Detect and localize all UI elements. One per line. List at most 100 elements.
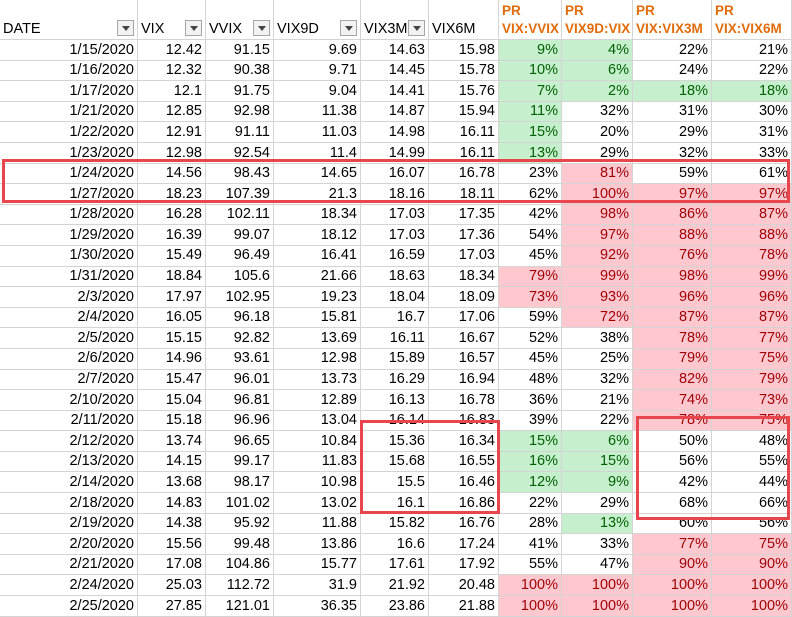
table-cell[interactable]: 15.94 — [429, 101, 499, 123]
table-cell[interactable]: 93.61 — [206, 348, 274, 370]
table-cell[interactable]: 48% — [499, 369, 562, 391]
header-vix[interactable]: VIX — [138, 0, 206, 40]
table-cell[interactable]: 12.85 — [138, 101, 206, 123]
table-cell[interactable]: 1/21/2020 — [0, 101, 138, 123]
table-cell[interactable]: 47% — [562, 554, 633, 576]
table-cell[interactable]: 2/7/2020 — [0, 369, 138, 391]
table-cell[interactable]: 22% — [499, 493, 562, 514]
table-cell[interactable]: 33% — [712, 142, 792, 164]
table-cell[interactable]: 15% — [562, 451, 633, 473]
table-cell[interactable]: 18% — [712, 81, 792, 102]
table-cell[interactable]: 14.38 — [138, 513, 206, 535]
table-cell[interactable]: 56% — [712, 513, 792, 535]
table-cell[interactable]: 6% — [562, 431, 633, 452]
table-cell[interactable]: 38% — [562, 328, 633, 349]
table-cell[interactable]: 102.11 — [206, 204, 274, 226]
table-cell[interactable]: 1/31/2020 — [0, 266, 138, 288]
table-cell[interactable]: 74% — [633, 390, 712, 411]
table-cell[interactable]: 17.24 — [429, 534, 499, 555]
table-cell[interactable]: 17.36 — [429, 225, 499, 246]
table-cell[interactable]: 22% — [633, 40, 712, 61]
table-cell[interactable]: 15.5 — [361, 472, 429, 494]
table-cell[interactable]: 16.46 — [429, 472, 499, 494]
table-cell[interactable]: 79% — [499, 266, 562, 288]
table-cell[interactable]: 101.02 — [206, 493, 274, 514]
table-cell[interactable]: 16.86 — [429, 493, 499, 514]
table-cell[interactable]: 14.41 — [361, 81, 429, 102]
table-cell[interactable]: 78% — [633, 328, 712, 349]
table-cell[interactable]: 99.48 — [206, 534, 274, 555]
table-cell[interactable]: 16.1 — [361, 493, 429, 514]
table-cell[interactable]: 61% — [712, 163, 792, 185]
table-cell[interactable]: 107.39 — [206, 184, 274, 205]
table-cell[interactable]: 16.83 — [429, 410, 499, 432]
table-cell[interactable]: 20% — [562, 122, 633, 143]
table-cell[interactable]: 90% — [633, 554, 712, 576]
table-cell[interactable]: 18.04 — [361, 287, 429, 308]
table-cell[interactable]: 18.11 — [429, 184, 499, 205]
table-cell[interactable]: 18.84 — [138, 266, 206, 288]
table-cell[interactable]: 16% — [499, 451, 562, 473]
table-cell[interactable]: 13.04 — [274, 410, 361, 432]
table-cell[interactable]: 21.88 — [429, 596, 499, 617]
table-cell[interactable]: 18% — [633, 81, 712, 102]
table-cell[interactable]: 24% — [633, 60, 712, 82]
table-cell[interactable]: 4% — [562, 40, 633, 61]
table-cell[interactable]: 12.91 — [138, 122, 206, 143]
table-cell[interactable]: 99% — [712, 266, 792, 288]
table-cell[interactable]: 32% — [562, 369, 633, 391]
filter-dropdown-icon[interactable] — [253, 20, 270, 36]
table-cell[interactable]: 16.11 — [429, 142, 499, 164]
table-cell[interactable]: 15.77 — [274, 554, 361, 576]
table-cell[interactable]: 16.67 — [429, 328, 499, 349]
table-cell[interactable]: 39% — [499, 410, 562, 432]
table-cell[interactable]: 14.63 — [361, 40, 429, 61]
table-cell[interactable]: 98.43 — [206, 163, 274, 185]
table-cell[interactable]: 100% — [712, 596, 792, 617]
table-cell[interactable]: 99.17 — [206, 451, 274, 473]
table-cell[interactable]: 60% — [633, 513, 712, 535]
table-cell[interactable]: 31% — [633, 101, 712, 123]
table-cell[interactable]: 14.83 — [138, 493, 206, 514]
table-cell[interactable]: 31% — [712, 122, 792, 143]
table-cell[interactable]: 55% — [712, 451, 792, 473]
table-cell[interactable]: 62% — [499, 184, 562, 205]
table-cell[interactable]: 2/11/2020 — [0, 410, 138, 432]
table-cell[interactable]: 2/13/2020 — [0, 451, 138, 473]
table-cell[interactable]: 2/18/2020 — [0, 493, 138, 514]
table-cell[interactable]: 9.04 — [274, 81, 361, 102]
table-cell[interactable]: 45% — [499, 348, 562, 370]
table-cell[interactable]: 17.08 — [138, 554, 206, 576]
table-cell[interactable]: 2/21/2020 — [0, 554, 138, 576]
table-cell[interactable]: 16.34 — [429, 431, 499, 452]
table-cell[interactable]: 44% — [712, 472, 792, 494]
table-cell[interactable]: 11% — [499, 101, 562, 123]
table-cell[interactable]: 15.47 — [138, 369, 206, 391]
table-cell[interactable]: 14.99 — [361, 142, 429, 164]
table-cell[interactable]: 9.71 — [274, 60, 361, 82]
table-cell[interactable]: 96.65 — [206, 431, 274, 452]
table-cell[interactable]: 2/6/2020 — [0, 348, 138, 370]
table-cell[interactable]: 2% — [562, 81, 633, 102]
header-vix6m[interactable]: VIX6M — [429, 0, 499, 40]
table-cell[interactable]: 79% — [712, 369, 792, 391]
table-cell[interactable]: 97% — [712, 184, 792, 205]
table-cell[interactable]: 99.07 — [206, 225, 274, 246]
table-cell[interactable]: 90% — [712, 554, 792, 576]
table-cell[interactable]: 87% — [712, 307, 792, 329]
table-cell[interactable]: 2/5/2020 — [0, 328, 138, 349]
table-cell[interactable]: 17.61 — [361, 554, 429, 576]
table-cell[interactable]: 12.42 — [138, 40, 206, 61]
table-cell[interactable]: 59% — [633, 163, 712, 185]
header-pr-vix-vvix[interactable]: PR VIX:VVIX — [499, 0, 562, 40]
table-cell[interactable]: 13.74 — [138, 431, 206, 452]
table-cell[interactable]: 16.11 — [429, 122, 499, 143]
table-cell[interactable]: 36% — [499, 390, 562, 411]
table-cell[interactable]: 18.16 — [361, 184, 429, 205]
table-cell[interactable]: 96% — [712, 287, 792, 308]
table-cell[interactable]: 32% — [633, 142, 712, 164]
table-cell[interactable]: 41% — [499, 534, 562, 555]
table-cell[interactable]: 95.92 — [206, 513, 274, 535]
table-cell[interactable]: 14.87 — [361, 101, 429, 123]
table-cell[interactable]: 14.56 — [138, 163, 206, 185]
